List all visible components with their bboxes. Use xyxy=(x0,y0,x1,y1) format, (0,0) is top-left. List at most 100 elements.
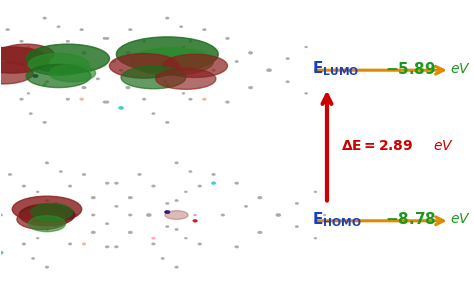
Circle shape xyxy=(45,199,49,202)
Circle shape xyxy=(212,173,215,176)
Circle shape xyxy=(27,46,30,48)
Circle shape xyxy=(202,29,206,31)
Circle shape xyxy=(6,29,9,31)
Circle shape xyxy=(142,40,146,42)
Circle shape xyxy=(314,237,317,239)
Circle shape xyxy=(165,226,169,228)
Ellipse shape xyxy=(0,47,49,73)
Circle shape xyxy=(266,69,272,72)
Circle shape xyxy=(128,214,132,216)
Text: $\mathbf{\Delta E = 2.89}$: $\mathbf{\Delta E = 2.89}$ xyxy=(341,139,413,152)
Circle shape xyxy=(202,98,206,100)
Circle shape xyxy=(146,213,151,217)
Circle shape xyxy=(144,69,149,72)
Circle shape xyxy=(82,86,86,89)
Circle shape xyxy=(91,214,95,216)
Circle shape xyxy=(59,211,63,214)
Circle shape xyxy=(115,205,118,207)
Circle shape xyxy=(19,40,23,42)
Circle shape xyxy=(33,74,38,78)
Circle shape xyxy=(165,17,169,19)
Circle shape xyxy=(55,202,58,205)
Circle shape xyxy=(226,37,229,40)
Circle shape xyxy=(184,191,187,193)
Ellipse shape xyxy=(165,211,188,219)
Circle shape xyxy=(244,205,248,207)
Circle shape xyxy=(105,223,109,225)
Circle shape xyxy=(191,69,194,71)
Circle shape xyxy=(323,214,326,216)
Ellipse shape xyxy=(28,216,65,232)
Circle shape xyxy=(165,55,169,57)
Circle shape xyxy=(180,26,183,28)
Circle shape xyxy=(258,231,262,234)
Circle shape xyxy=(175,199,178,202)
Circle shape xyxy=(193,219,197,222)
Circle shape xyxy=(248,52,253,54)
Circle shape xyxy=(96,78,100,80)
Circle shape xyxy=(27,214,30,216)
Circle shape xyxy=(142,98,146,100)
Circle shape xyxy=(295,226,299,228)
Circle shape xyxy=(105,182,109,184)
Circle shape xyxy=(286,81,290,83)
Circle shape xyxy=(43,84,46,86)
Circle shape xyxy=(82,173,86,176)
Circle shape xyxy=(66,40,70,42)
Circle shape xyxy=(36,237,39,239)
Circle shape xyxy=(68,185,72,187)
Circle shape xyxy=(161,258,164,260)
Circle shape xyxy=(45,81,49,83)
Circle shape xyxy=(114,246,118,248)
Circle shape xyxy=(175,266,178,268)
Circle shape xyxy=(22,243,26,245)
Circle shape xyxy=(189,40,192,42)
Circle shape xyxy=(105,37,109,40)
Circle shape xyxy=(182,46,185,48)
Circle shape xyxy=(55,226,58,228)
Circle shape xyxy=(305,46,308,48)
Circle shape xyxy=(119,69,123,71)
Circle shape xyxy=(43,17,46,19)
Ellipse shape xyxy=(26,64,91,88)
Circle shape xyxy=(137,173,141,176)
Circle shape xyxy=(68,243,72,245)
Circle shape xyxy=(128,231,133,234)
Circle shape xyxy=(19,98,23,100)
Circle shape xyxy=(18,69,20,71)
Circle shape xyxy=(36,191,39,193)
Circle shape xyxy=(128,29,132,31)
Circle shape xyxy=(63,69,68,72)
Circle shape xyxy=(165,121,169,123)
Circle shape xyxy=(91,231,95,234)
Circle shape xyxy=(89,69,93,71)
Text: $\mathbf{E}_{\mathbf{LUMO}}$: $\mathbf{E}_{\mathbf{LUMO}}$ xyxy=(312,59,359,78)
Ellipse shape xyxy=(156,68,216,89)
Circle shape xyxy=(59,171,63,173)
Circle shape xyxy=(165,84,169,86)
Circle shape xyxy=(80,98,83,100)
Circle shape xyxy=(314,191,317,193)
Circle shape xyxy=(103,37,107,40)
Circle shape xyxy=(211,182,216,184)
Ellipse shape xyxy=(130,48,214,75)
Circle shape xyxy=(194,214,196,216)
Ellipse shape xyxy=(26,44,109,73)
Circle shape xyxy=(56,66,61,69)
Circle shape xyxy=(258,196,262,199)
Text: $\mathbf{-8.78}$: $\mathbf{-8.78}$ xyxy=(385,211,436,227)
Circle shape xyxy=(152,237,155,239)
Circle shape xyxy=(126,86,130,89)
Circle shape xyxy=(152,185,155,187)
Circle shape xyxy=(175,228,178,230)
Circle shape xyxy=(114,182,118,184)
Text: $\mathit{eV}$: $\mathit{eV}$ xyxy=(450,212,470,226)
Circle shape xyxy=(235,61,238,63)
Circle shape xyxy=(175,162,178,164)
Circle shape xyxy=(0,106,1,109)
Circle shape xyxy=(163,58,167,60)
Circle shape xyxy=(198,243,201,245)
Circle shape xyxy=(286,58,290,60)
Circle shape xyxy=(235,246,239,248)
Circle shape xyxy=(43,121,46,123)
